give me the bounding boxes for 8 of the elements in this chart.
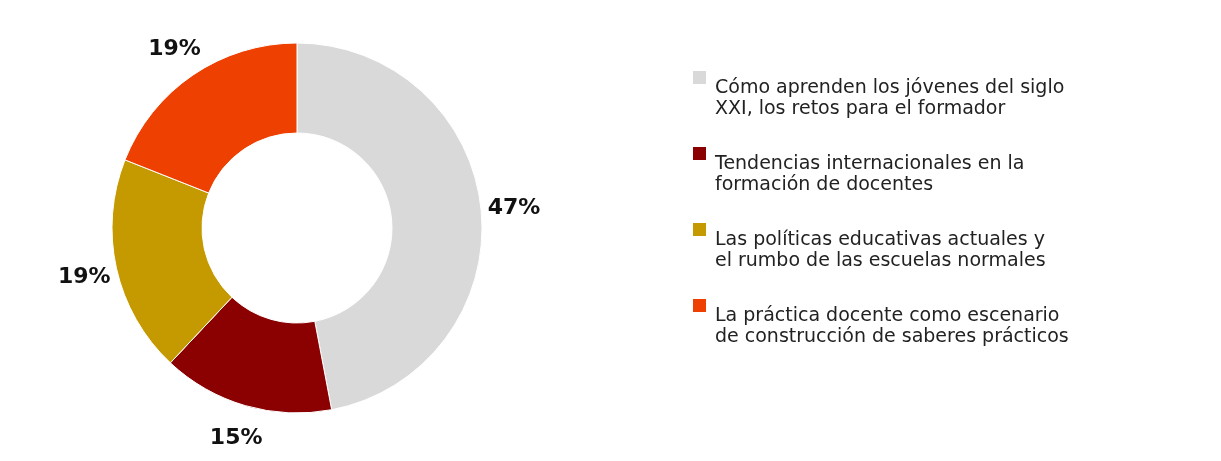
data-label: 15% <box>209 424 263 450</box>
data-label: 19% <box>148 34 201 60</box>
data-label: 47% <box>487 194 541 220</box>
legend-label: La práctica docente como escenario de construcción de saberes prácticos <box>715 302 1069 346</box>
legend-label: Cómo aprenden los jóvenes del siglo XXI, los retos para el formador <box>715 74 1065 118</box>
legend-label: Las políticas educativas actuales y el rumbo de las escuelas normales <box>715 226 1046 270</box>
legend-label: Tendencias internacionales en la formación de docentes <box>714 150 1025 194</box>
data-label: 19% <box>57 262 111 288</box>
